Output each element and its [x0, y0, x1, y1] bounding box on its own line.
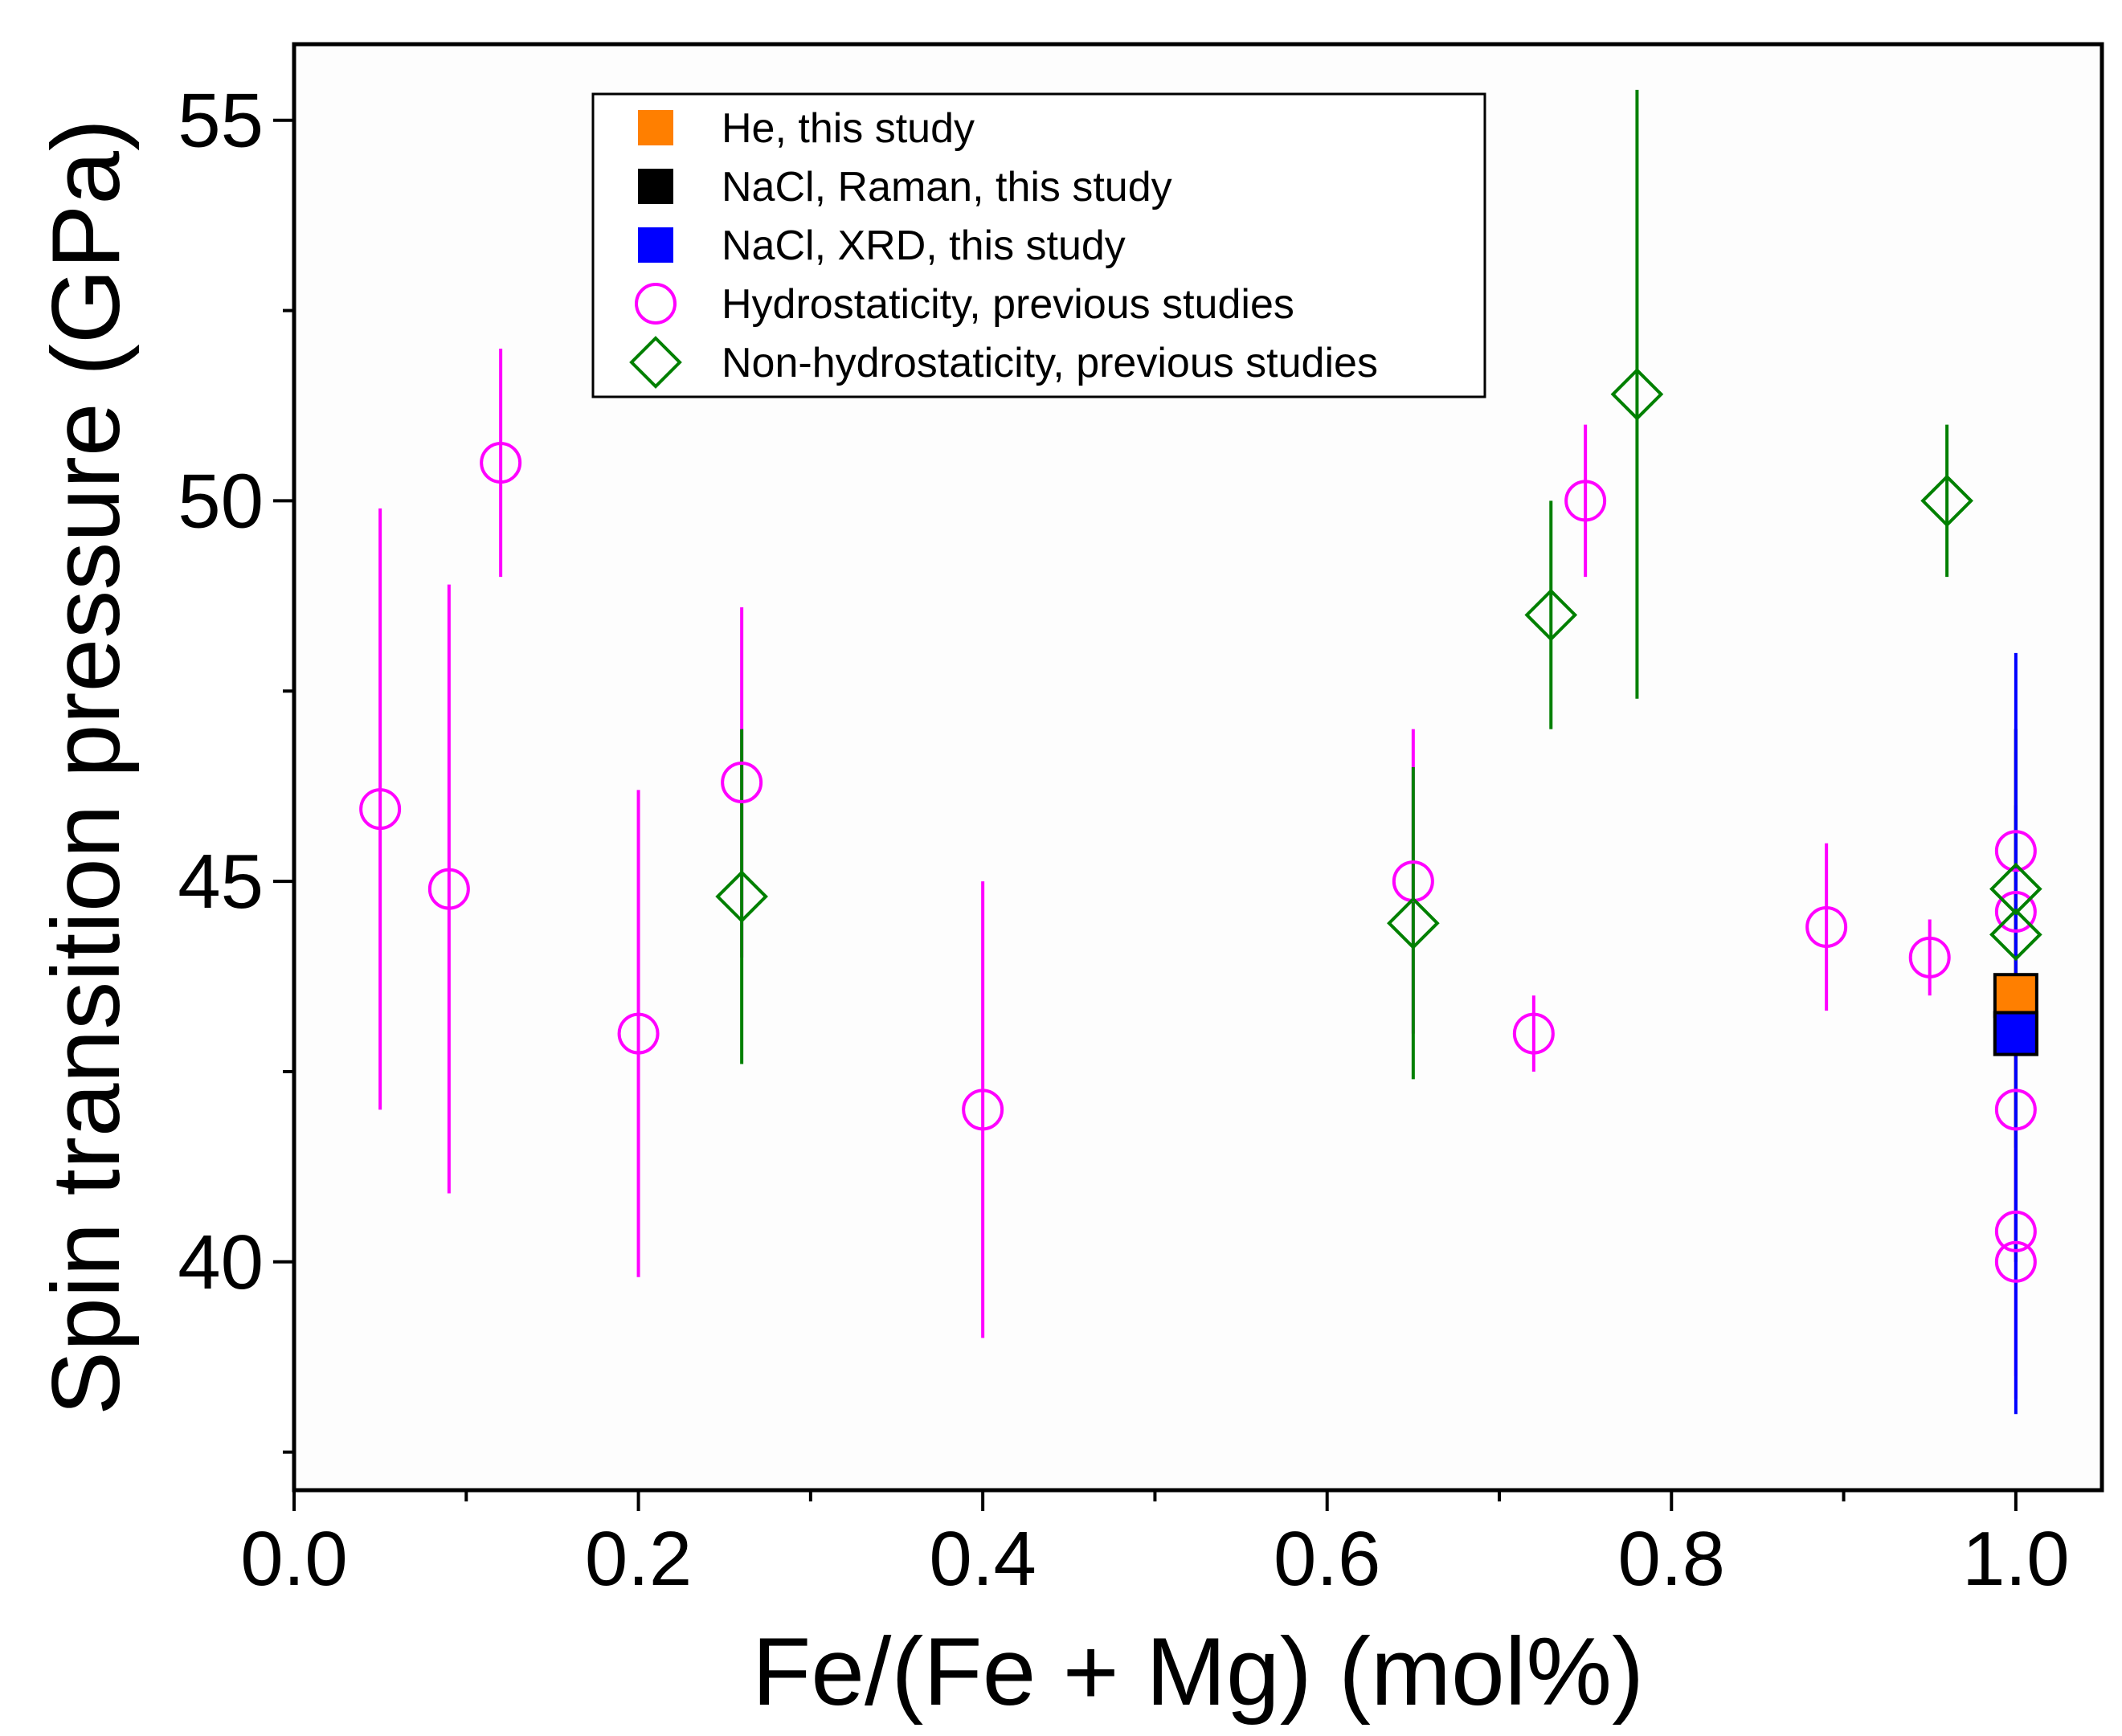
data-point [1564, 480, 1607, 522]
y-tick-label: 55 [178, 78, 264, 164]
legend-marker [638, 227, 673, 263]
data-point [617, 1012, 660, 1055]
data-point [1994, 1089, 2037, 1131]
data-point [1994, 1240, 2037, 1283]
legend-label: NaCl, XRD, this study [722, 223, 1126, 269]
legend-label: Hydrostaticity, previous studies [722, 281, 1294, 328]
y-tick-label: 45 [178, 839, 264, 925]
x-axis-title: Fe/(Fe + Mg) (mol%) [752, 1618, 1644, 1726]
data-point [1805, 905, 1848, 948]
legend: He, this study NaCl, Raman, this study NaC… [591, 92, 1486, 398]
y-axis-title: Spin transition pressure (GPa) [32, 119, 140, 1415]
data-point [1610, 367, 1664, 421]
x-tick-label: 0.2 [585, 1516, 692, 1602]
data-point [480, 442, 522, 484]
data-point [1512, 1012, 1555, 1055]
plot-frame [292, 42, 2104, 1493]
data-point [1920, 474, 1973, 528]
x-tick-label: 0.6 [1274, 1516, 1380, 1602]
x-tick-label: 0.0 [240, 1516, 347, 1602]
data-point [427, 868, 470, 910]
legend-label: Non-hydrostaticity, previous studies [722, 340, 1378, 386]
data-point [1993, 973, 2038, 1019]
data-point [962, 1089, 1004, 1131]
x-tick-label: 1.0 [1962, 1516, 2069, 1602]
legend-label: NaCl, Raman, this study [722, 164, 1172, 210]
data-point [1994, 1210, 2037, 1252]
data-point [1989, 862, 2042, 916]
x-tick-label: 0.8 [1618, 1516, 1725, 1602]
data-point [721, 761, 763, 803]
legend-box [591, 92, 1486, 398]
legend-marker [638, 169, 673, 204]
data-point [1993, 1011, 2038, 1056]
x-tick-label: 0.4 [929, 1516, 1036, 1602]
data-point [1908, 936, 1951, 978]
y-tick-label: 40 [178, 1219, 264, 1305]
y-tick-label: 50 [178, 458, 264, 544]
data-point [1387, 897, 1440, 950]
legend-marker [635, 283, 677, 325]
data-point [1994, 891, 2037, 933]
data-point [1994, 830, 2037, 872]
legend-label: He, this study [722, 105, 975, 152]
data-point [1989, 908, 2042, 962]
data-point [1524, 588, 1578, 642]
data-point [359, 788, 402, 831]
legend-marker [638, 110, 673, 145]
data-point [715, 870, 768, 923]
legend-marker [629, 336, 682, 389]
